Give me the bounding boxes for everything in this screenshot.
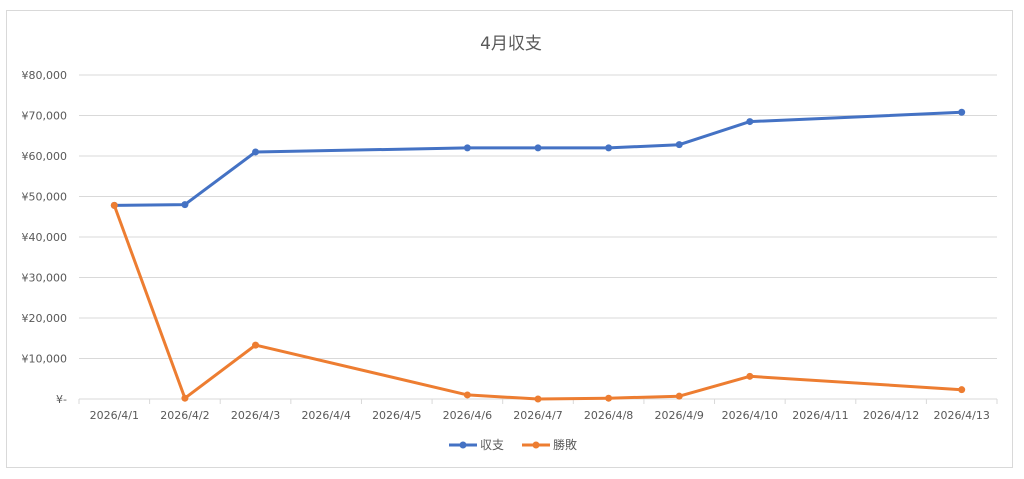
chart-title: 4月収支 bbox=[480, 34, 542, 54]
y-tick-label: ¥20,000 bbox=[22, 312, 68, 325]
chart-frame: 4月収支 ¥- ¥10,000 ¥20,000 ¥30,000 ¥40,000 ¥50,0… bbox=[6, 10, 1013, 468]
data-point bbox=[675, 141, 683, 149]
x-tick-label: 2026/4/8 bbox=[584, 409, 633, 422]
x-axis-ticks: 2026/4/1 2026/4/2 2026/4/3 2026/4/4 2026/4/5… bbox=[78, 399, 998, 422]
data-point bbox=[252, 148, 260, 156]
series-line-2 bbox=[112, 203, 964, 401]
x-tick-label: 2026/4/6 bbox=[443, 409, 492, 422]
x-tick-label: 2026/4/2 bbox=[160, 409, 209, 422]
x-tick-label: 2026/4/9 bbox=[655, 409, 704, 422]
grid-layer bbox=[79, 74, 997, 400]
y-tick-label: ¥80,000 bbox=[22, 69, 68, 82]
y-tick-label: ¥- bbox=[56, 393, 67, 406]
line-chart: 4月収支 ¥- ¥10,000 ¥20,000 ¥30,000 ¥40,000 ¥50,0… bbox=[22, 34, 998, 452]
data-point bbox=[534, 144, 542, 152]
data-point bbox=[110, 201, 118, 209]
data-point bbox=[958, 108, 966, 116]
y-tick-label: ¥60,000 bbox=[22, 150, 68, 163]
data-point bbox=[746, 372, 754, 380]
x-tick-label: 2026/4/5 bbox=[372, 409, 421, 422]
y-tick-label: ¥30,000 bbox=[22, 272, 68, 285]
legend-marker bbox=[532, 441, 540, 449]
x-tick-label: 2026/4/12 bbox=[863, 409, 919, 422]
legend-marker bbox=[459, 441, 467, 449]
y-tick-label: ¥70,000 bbox=[22, 110, 68, 123]
series-layer bbox=[110, 108, 966, 403]
data-point bbox=[746, 118, 754, 126]
y-tick-label: ¥50,000 bbox=[22, 191, 68, 204]
legend: 収支 勝敗 bbox=[449, 437, 577, 452]
data-point bbox=[958, 386, 966, 394]
data-point bbox=[181, 201, 189, 209]
x-tick-label: 2026/4/3 bbox=[231, 409, 280, 422]
y-tick-label: ¥10,000 bbox=[22, 353, 68, 366]
data-point bbox=[463, 391, 471, 399]
y-axis-ticks: ¥- ¥10,000 ¥20,000 ¥30,000 ¥40,000 ¥50,000 ¥60… bbox=[22, 69, 68, 406]
x-tick-label: 2026/4/11 bbox=[792, 409, 848, 422]
x-tick-label: 2026/4/7 bbox=[513, 409, 562, 422]
data-point bbox=[181, 394, 189, 402]
data-point bbox=[252, 341, 260, 349]
data-point bbox=[675, 392, 683, 400]
x-tick-label: 2026/4/13 bbox=[933, 409, 989, 422]
data-point bbox=[463, 144, 471, 152]
data-point bbox=[605, 144, 613, 152]
legend-label: 勝敗 bbox=[553, 437, 577, 452]
legend-label: 収支 bbox=[480, 438, 504, 452]
x-tick-label: 2026/4/4 bbox=[301, 409, 350, 422]
x-tick-label: 2026/4/10 bbox=[722, 409, 778, 422]
data-point bbox=[534, 395, 542, 403]
series-line-1 bbox=[112, 110, 964, 207]
y-tick-label: ¥40,000 bbox=[22, 231, 68, 244]
x-tick-label: 2026/4/1 bbox=[90, 409, 139, 422]
data-point bbox=[605, 394, 613, 402]
